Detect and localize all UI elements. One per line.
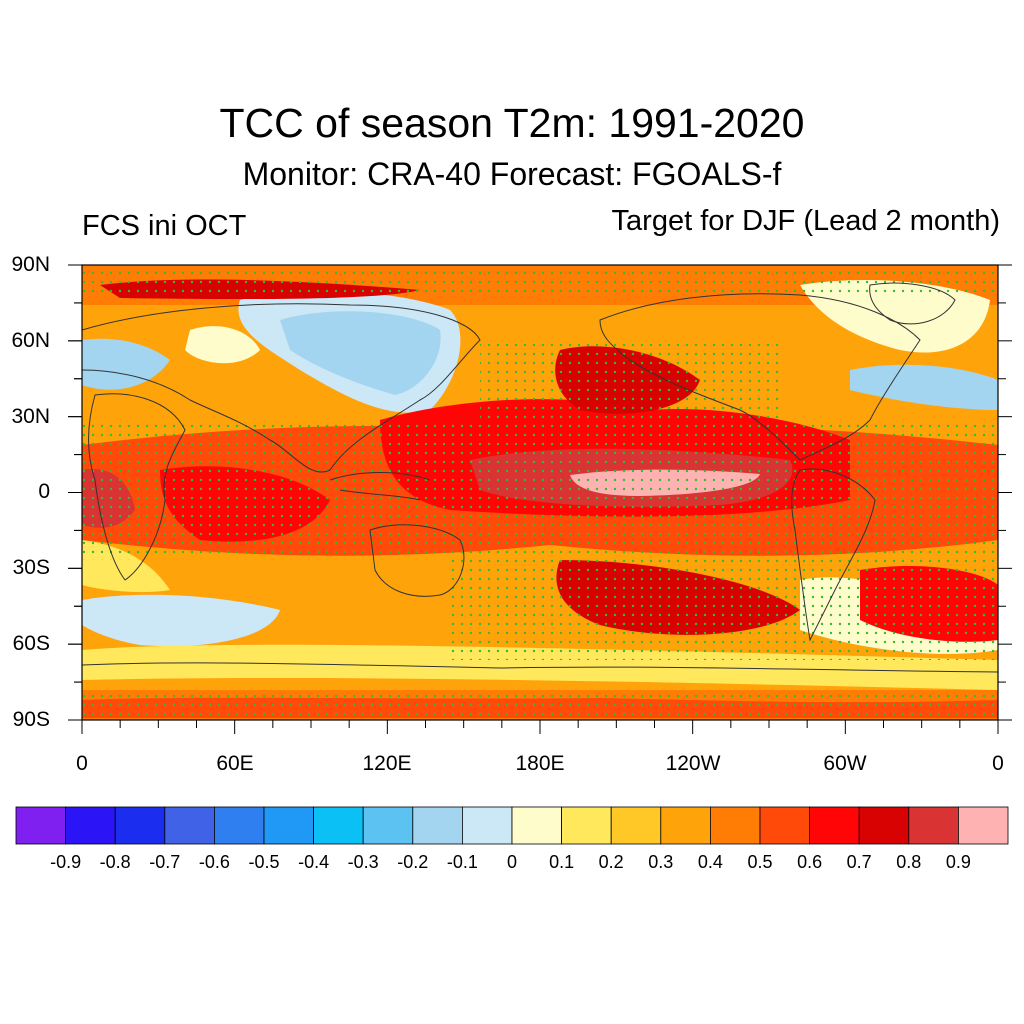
stipple-tropics (82, 420, 998, 560)
colorbar-swatch (759, 806, 810, 845)
colorbar-swatch (362, 806, 414, 845)
right-label: Target for DJF (Lead 2 month) (611, 205, 1000, 237)
colorbar-swatch (908, 806, 959, 845)
field-eurasia-negative-core (280, 311, 441, 395)
lat-tick-label: 90N (11, 253, 50, 276)
lon-tick-label: 0 (76, 752, 88, 775)
map-ticks (68, 264, 1012, 734)
colorbar-tick-label: -0.1 (446, 852, 478, 872)
lon-tick-label: 120W (665, 752, 721, 775)
coastlines (82, 282, 998, 673)
coastline-eurasia (82, 303, 481, 473)
colorbar-tick-label: 0.2 (598, 852, 624, 872)
colorbar-tick-label: -0.7 (149, 852, 181, 872)
colorbar-swatch (461, 806, 513, 845)
colorbar-tick-label: -0.5 (248, 852, 280, 872)
colorbar-tick-label: -0.9 (50, 852, 82, 872)
colorbar-tick-label: -0.8 (99, 852, 131, 872)
colorbar-tick-label: 0.8 (896, 852, 922, 872)
colorbar-swatch (114, 806, 166, 845)
lon-tick-label: 60W (823, 752, 867, 775)
field-siberia-weak (185, 326, 260, 364)
lon-tick-label: 60E (216, 752, 254, 775)
colorbar-swatch (15, 806, 66, 845)
colorbar-tick-label: 0.5 (747, 852, 773, 872)
colorbar-swatch (660, 806, 711, 845)
coastline-maritime (329, 472, 431, 501)
colorbar-swatch (710, 806, 761, 845)
colorbar-swatch (263, 806, 314, 845)
colorbar-swatch (65, 806, 116, 845)
lat-tick-label: 60S (12, 632, 50, 655)
lat-tick-label: 0 (38, 480, 50, 503)
colorbar-tick-label: -0.4 (298, 852, 330, 872)
lon-tick-label: 0 (992, 752, 1004, 775)
colorbar-tick-label: -0.3 (347, 852, 379, 872)
lon-tick-label: 120E (362, 752, 412, 775)
colorbar-tick-label: 0.3 (648, 852, 674, 872)
map-field (82, 265, 998, 720)
stipple-antarctic (82, 690, 998, 718)
colorbar-tick-label: 0.7 (846, 852, 872, 872)
chart-subtitle: Monitor: CRA-40 Forecast: FGOALS-f (242, 156, 782, 192)
lat-tick-label: 90S (12, 708, 50, 731)
colorbar (15, 806, 1009, 845)
colorbar-tick-label: 0.4 (697, 852, 723, 872)
colorbar-swatch (858, 806, 910, 845)
colorbar-swatch (958, 806, 1009, 845)
colorbar-swatch (809, 806, 860, 845)
field-atlantic-weak (82, 338, 170, 390)
coastline-south-america (791, 468, 876, 642)
coastline-north-america (599, 293, 921, 461)
colorbar-tick-label: 0.6 (797, 852, 823, 872)
stipple-arctic (82, 268, 998, 298)
colorbar-swatch (164, 806, 215, 845)
colorbar-swatch (610, 806, 662, 845)
coastline-antarctica (82, 662, 998, 673)
lat-tick-label: 30N (11, 405, 50, 428)
colorbar-tick-label: 0 (506, 852, 518, 872)
lon-tick-label: 180E (515, 752, 565, 775)
colorbar-swatch (313, 806, 364, 845)
field-greenland-negative (800, 280, 990, 353)
colorbar-swatch (213, 806, 265, 845)
coastline-africa (88, 393, 186, 581)
chart-title: TCC of season T2m: 1991-2020 (219, 100, 805, 146)
lat-tick-label: 60N (11, 329, 50, 352)
colorbar-tick-label: 0.9 (945, 852, 971, 872)
lat-tick-label: 30S (12, 556, 50, 579)
coastline-australia (369, 524, 465, 597)
colorbar-tick-label: 0.1 (549, 852, 575, 872)
stipple-midlat-s (450, 560, 998, 660)
colorbar-swatch (412, 806, 463, 845)
coastline-greenland (869, 282, 956, 325)
colorbar-swatch (511, 806, 562, 845)
left-label: FCS ini OCT (82, 210, 247, 242)
colorbar-tick-label: -0.6 (198, 852, 230, 872)
colorbar-tick-label: -0.2 (397, 852, 429, 872)
field-so-negative (82, 594, 280, 647)
colorbar-swatch (561, 806, 612, 845)
field-na-negative (850, 364, 998, 410)
